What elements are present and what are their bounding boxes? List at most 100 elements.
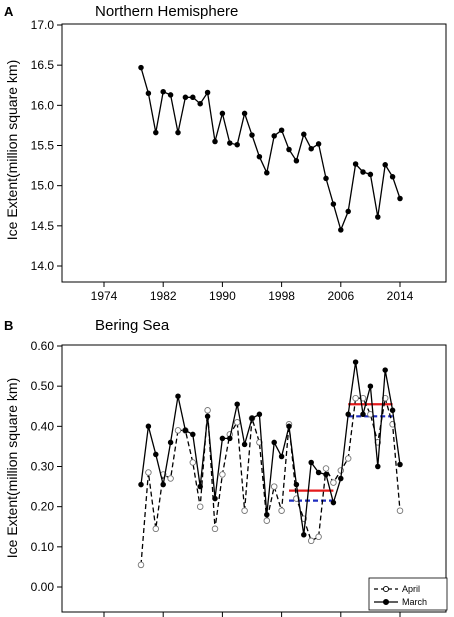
legend-april-marker <box>382 585 390 593</box>
panel-b-april-point <box>189 459 197 466</box>
panel-b-april-point <box>307 537 315 545</box>
panel-a-series-0-point <box>293 158 300 164</box>
panel-a-letter: A <box>4 4 14 19</box>
panel-a-series-0-point <box>227 140 233 146</box>
panel-b-march-point <box>375 463 381 470</box>
panel-a-ytick-label: 17.0 <box>31 18 55 32</box>
panel-a-ytick-label: 15.0 <box>31 179 55 193</box>
panel-a-series-0-point <box>315 141 322 147</box>
panel-b-march-point <box>160 481 166 488</box>
panel-a-series-0-point <box>256 153 263 160</box>
panel-b-april-point <box>137 561 145 569</box>
panel-b-april-point <box>315 533 322 541</box>
panel-a-ytick-label: 14.5 <box>31 219 55 233</box>
panel-a-series-0-point <box>301 131 307 138</box>
panel-b-april-point <box>167 475 174 482</box>
panel-b-march-point <box>212 495 218 502</box>
panel-a-ytick-label: 15.5 <box>31 139 55 153</box>
panel-a-series-0-point <box>360 169 366 175</box>
panel-b-ytick-label: 0.50 <box>31 379 55 393</box>
panel-a-series-0-point <box>145 90 152 97</box>
panel-a-series-0-point <box>308 145 314 152</box>
legend-april-label: April <box>402 584 420 594</box>
panel-b-ytick-label: 0.20 <box>31 500 55 514</box>
panel-b-april-point <box>270 483 278 490</box>
panel-b-march-point <box>234 401 240 407</box>
panel-b-march-point <box>308 459 314 466</box>
legend-march-label: March <box>402 597 427 607</box>
panel-b-march-point <box>389 407 396 414</box>
panel-a-series-0-point <box>367 171 374 178</box>
panel-a-series-0-point <box>212 138 218 145</box>
panel-b-april-point <box>322 465 330 472</box>
panel-b-march-point <box>167 439 174 446</box>
panel-a-series-0-point <box>389 174 396 180</box>
panel-b-march-line <box>140 362 401 535</box>
panel-b-march-point <box>367 383 374 389</box>
panel-b-april-point <box>352 394 359 402</box>
panel-a-series-0-point <box>345 208 351 215</box>
panel-b-letter: B <box>4 318 13 333</box>
panel-b-april-point <box>196 503 204 510</box>
panel-b-march-point <box>315 469 322 476</box>
panel-b-march-point <box>175 393 181 399</box>
panel-b-march-point <box>264 511 270 518</box>
panel-a-series-0-point <box>330 201 337 207</box>
panel-b-april-point <box>344 455 352 462</box>
panel-a-series-0-point <box>249 132 255 138</box>
panel-a-series-0-point <box>323 175 329 182</box>
panel-a-frame <box>61 23 447 283</box>
panel-a-xtick-label: 1974 <box>91 289 118 303</box>
panel-b-ytick-label: 0.30 <box>31 460 55 474</box>
panel-b-march-point <box>153 451 159 458</box>
panel-a-plot-layer: 14.0 14.5 15.0 15.5 16.0 16.5 17.0 1974 1982 1990… <box>31 18 447 303</box>
panel-b-march-point <box>190 431 196 438</box>
panel-a-series-0-point <box>241 110 248 117</box>
panel-b-title: Bering Sea <box>95 317 170 334</box>
panel-a-ytick-label: 16.0 <box>31 98 55 112</box>
panel-b-march-point <box>219 435 226 442</box>
panel-b-march-point <box>249 415 255 422</box>
panel-a-series-0-point <box>219 110 226 117</box>
panel-a-series-0-point <box>167 92 174 98</box>
panel-a-series-0-point <box>375 214 381 220</box>
panel-b-april-point <box>278 507 285 514</box>
legend-march-marker <box>382 598 390 606</box>
panel-b-april-point <box>204 407 211 414</box>
panel-b-march-point <box>241 441 248 448</box>
panel-a-title: Northern Hemisphere <box>95 3 238 20</box>
panel-b-april-point <box>263 517 271 524</box>
legend-box <box>368 577 448 611</box>
panel-b-ytick-label: 0.10 <box>31 540 55 554</box>
panel-b-april-point <box>152 525 160 533</box>
panel-a-ylabel: Ice Extent(million square km) <box>4 60 20 241</box>
panel-a-series-0-point <box>182 94 189 101</box>
panel-a-series-0-line <box>140 67 401 232</box>
panel-b-april-point <box>330 479 337 486</box>
panel-a-series-0-point <box>278 127 285 133</box>
panel-a-series-0-point <box>234 141 240 148</box>
panel-b-april-point <box>219 471 226 478</box>
panel-a-series-0-point <box>190 94 196 101</box>
panel-a-series-0-point <box>397 195 403 202</box>
panel-a-series-0-point <box>204 89 211 96</box>
panel-b-march-point <box>182 427 189 434</box>
panel-b-chart: B Bering Sea Ice Extent(million square k… <box>4 317 448 617</box>
panel-b-march-point <box>271 439 277 446</box>
panel-b-march-point <box>293 481 300 488</box>
panel-b-april-point <box>233 419 241 426</box>
panel-b-ytick-label: 0.60 <box>31 339 55 353</box>
panel-b-march-point <box>256 411 263 418</box>
panel-b-march-point <box>301 532 307 538</box>
panel-a-series-0-point <box>264 170 270 176</box>
panel-b-march-point <box>382 367 388 373</box>
panel-b-plot-layer: 0.000.100.200.300.400.500.60197419821990… <box>31 339 447 617</box>
panel-a-xtick-label: 1990 <box>209 289 236 303</box>
panel-b-march-point <box>204 413 211 420</box>
panel-a-series-0-point <box>153 129 159 136</box>
panel-a-ytick-label: 14.0 <box>31 259 55 273</box>
panel-a-series-0-point <box>160 88 166 95</box>
panel-a-series-0-point <box>382 162 388 168</box>
panel-b-april-point <box>337 467 345 474</box>
